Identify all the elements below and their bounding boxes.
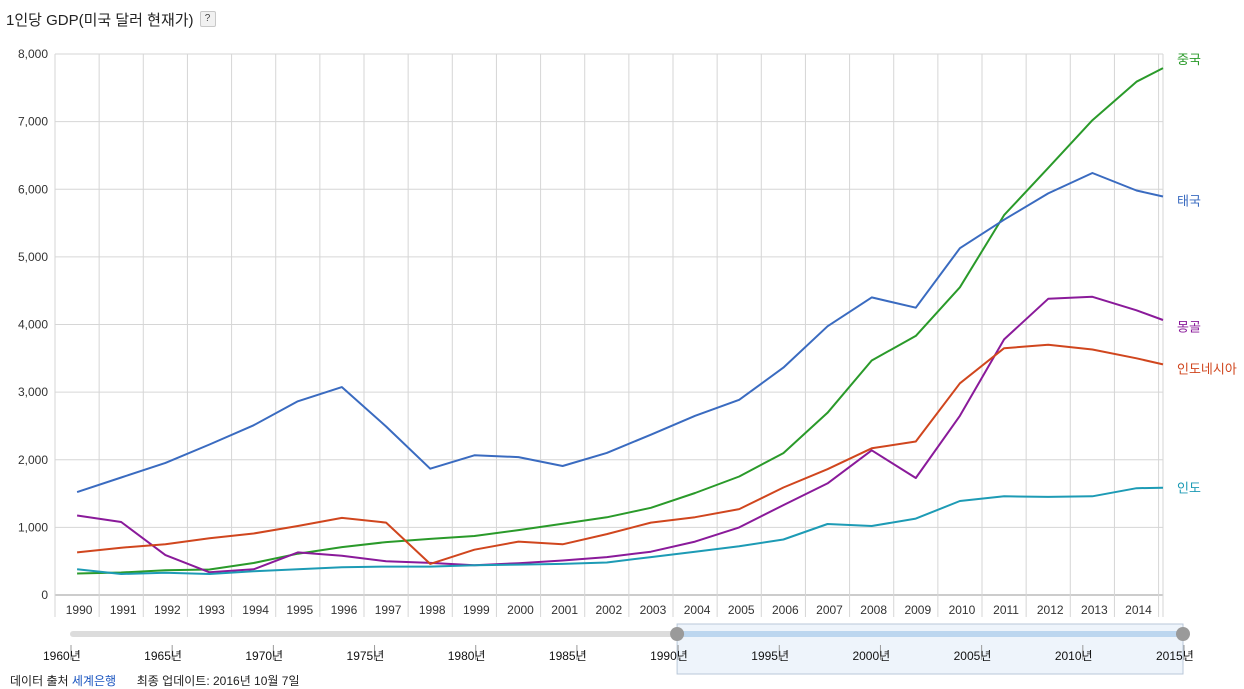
range-axis-label: 1980년 xyxy=(448,649,486,663)
y-tick-label: 5,000 xyxy=(18,250,48,264)
legend-label: 인도네시아 xyxy=(1177,361,1237,376)
legend-label: 태국 xyxy=(1177,194,1201,209)
y-tick-label: 7,000 xyxy=(18,115,48,129)
range-axis-label: 1990년 xyxy=(650,649,688,663)
x-tick-label: 2005 xyxy=(728,603,755,617)
y-tick-label: 0 xyxy=(41,588,48,602)
series-line xyxy=(76,343,1164,565)
x-tick-label: 2008 xyxy=(860,603,887,617)
range-axis-label: 1995년 xyxy=(751,649,789,663)
y-axis-labels: 0 1,000 2,000 3,000 4,000 5,000 6,000 7,000 8,00… xyxy=(18,47,48,602)
x-tick-label: 1997 xyxy=(375,603,402,617)
range-handle-left xyxy=(670,627,685,641)
y-tick-label: 8,000 xyxy=(18,47,48,61)
chart-title: 1인당 GDP(미국 달러 현재가) xyxy=(6,11,194,29)
range-axis-label: 2000년 xyxy=(852,649,890,663)
x-tick-label: 1998 xyxy=(419,603,446,617)
x-tick-label: 2006 xyxy=(772,603,799,617)
y-tick-label: 6,000 xyxy=(18,182,48,196)
x-tick-label: 1991 xyxy=(110,603,137,617)
updated-label: 최종 업데이트: 2016년 10월 7일 xyxy=(136,674,300,688)
range-axis-label: 2005년 xyxy=(954,649,992,663)
legend-label: 몽골 xyxy=(1177,320,1201,335)
help-button[interactable]: ? xyxy=(199,11,216,27)
x-tick-label: 1994 xyxy=(242,603,269,617)
grid xyxy=(54,53,1164,617)
title-bar: 1인당 GDP(미국 달러 현재가) ? xyxy=(6,8,216,30)
footer: 데이터 출처 세계은행 최종 업데이트: 2016년 10월 7일 xyxy=(10,672,300,689)
x-tick-label: 2014 xyxy=(1125,603,1152,617)
range-axis-label: 1985년 xyxy=(549,649,587,663)
source-label: 데이터 출처 xyxy=(10,674,69,688)
range-selected-track xyxy=(677,631,1183,637)
x-tick-label: 2001 xyxy=(551,603,578,617)
x-tick-label: 2011 xyxy=(993,603,1019,617)
y-tick-label: 4,000 xyxy=(18,318,48,332)
legend-label: 중국 xyxy=(1177,52,1201,67)
range-axis-label: 2010년 xyxy=(1055,649,1093,663)
y-tick-label: 1,000 xyxy=(18,520,48,534)
x-tick-label: 2003 xyxy=(640,603,667,617)
range-axis-label: 1970년 xyxy=(245,649,283,663)
y-tick-label: 2,000 xyxy=(18,453,48,467)
x-tick-label: 1996 xyxy=(331,603,358,617)
x-tick-label: 2000 xyxy=(507,603,534,617)
range-axis-label: 2015년 xyxy=(1156,649,1194,663)
x-tick-label: 1999 xyxy=(463,603,490,617)
legend-label: 인도 xyxy=(1177,480,1201,495)
x-tick-label: 2009 xyxy=(904,603,931,617)
x-axis-labels: 1990 1991 1992 1993 1994 1995 1996 1997 1998 1999… xyxy=(66,603,1152,617)
series-line xyxy=(76,172,1164,494)
x-tick-label: 1990 xyxy=(66,603,93,617)
range-axis-label: 1975년 xyxy=(347,649,385,663)
range-axis-label: 1960년 xyxy=(43,649,81,663)
series-line xyxy=(76,295,1164,574)
x-tick-label: 2013 xyxy=(1081,603,1108,617)
x-tick-label: 1992 xyxy=(154,603,181,617)
range-axis-label: 1965년 xyxy=(144,649,182,663)
x-tick-label: 2004 xyxy=(684,603,711,617)
x-tick-label: 1993 xyxy=(198,603,225,617)
x-tick-label: 2010 xyxy=(949,603,976,617)
series-line xyxy=(77,67,1164,575)
range-selector[interactable]: 1960년 1965년 1970년 1975년 1980년 1985년 1990년 1995년… xyxy=(43,623,1194,675)
series-lines xyxy=(76,67,1164,575)
source-link[interactable]: 세계은행 xyxy=(71,674,117,688)
range-handle-right xyxy=(1176,627,1190,641)
x-tick-label: 1995 xyxy=(286,603,313,617)
series-line xyxy=(76,486,1164,575)
x-tick-label: 2002 xyxy=(595,603,622,617)
x-tick-label: 2012 xyxy=(1037,603,1064,617)
x-tick-label: 2007 xyxy=(816,603,843,617)
y-tick-label: 3,000 xyxy=(18,385,48,399)
